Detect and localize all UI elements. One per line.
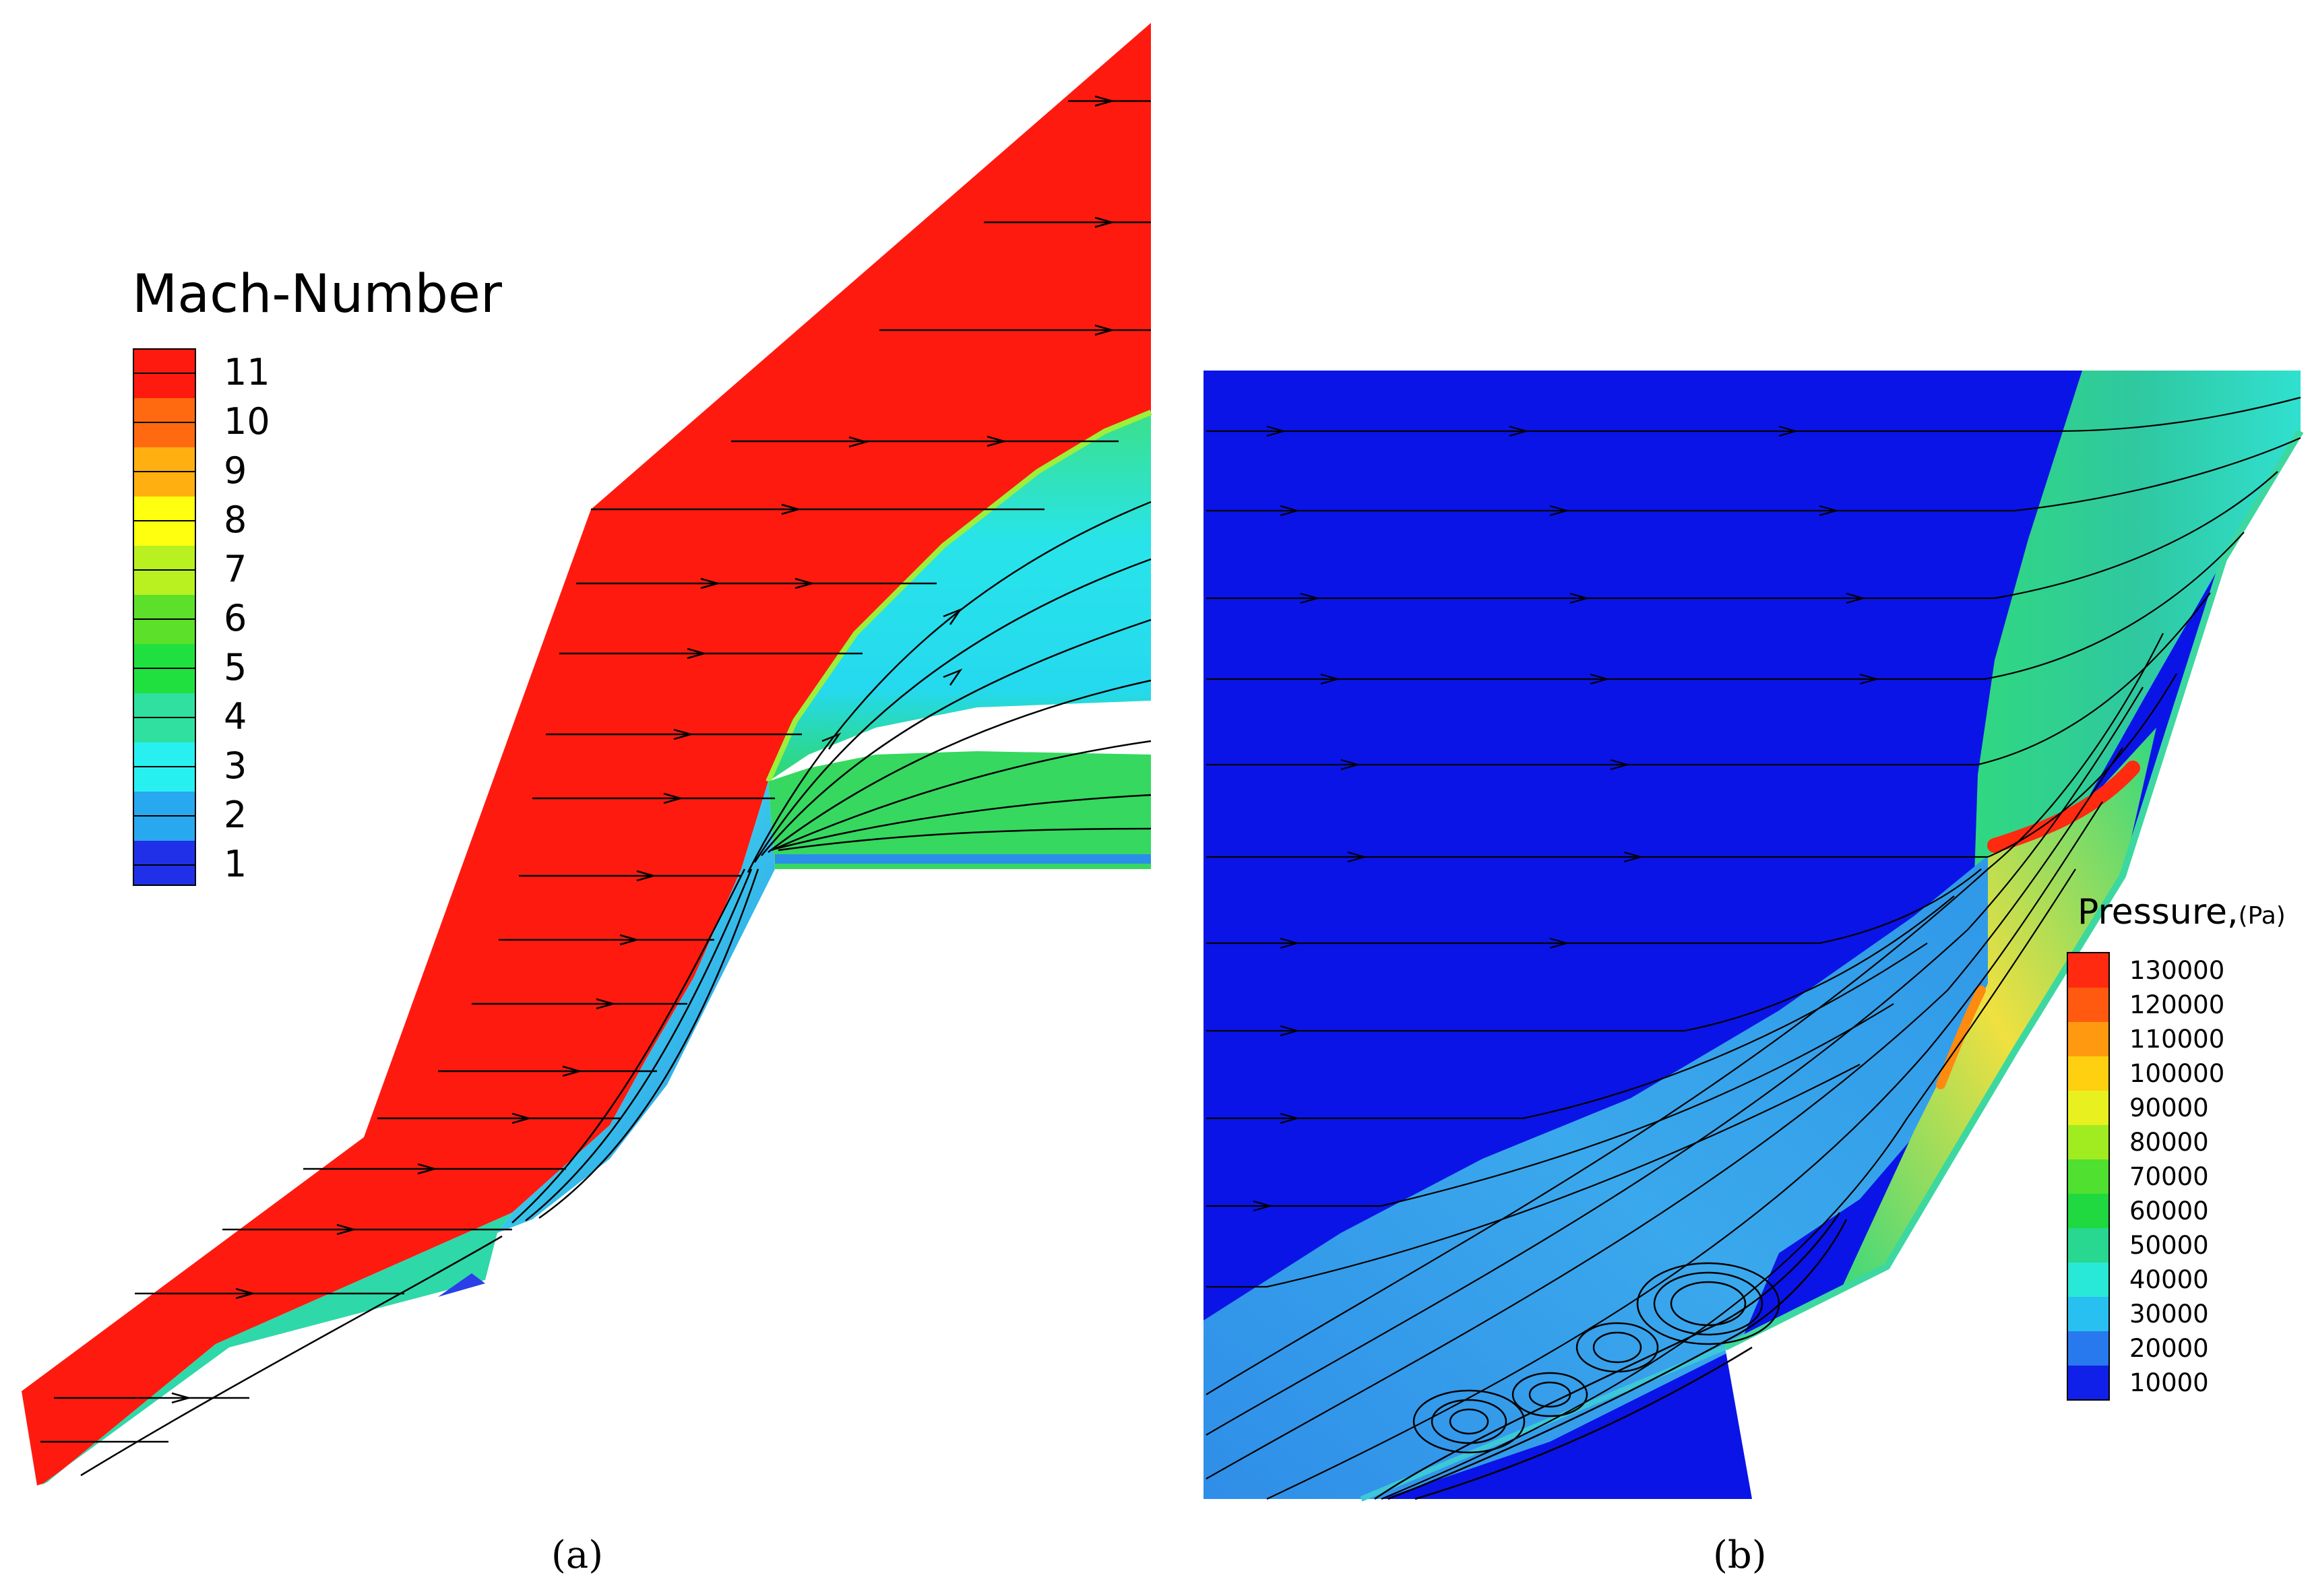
peak-pressure-streak	[1987, 761, 2140, 853]
ramp-compression-band	[1833, 728, 2156, 1307]
pressure-legend-label: 110000	[2129, 1025, 2225, 1054]
first-ramp-layer	[40, 1213, 512, 1486]
pressure-legend-label: 20000	[2129, 1334, 2209, 1363]
pressure-legend-label: 30000	[2129, 1300, 2209, 1329]
pressure-legend-label: 80000	[2129, 1128, 2209, 1157]
corner-pocket	[438, 1273, 485, 1297]
pressure-legend-label: 70000	[2129, 1162, 2209, 1191]
mach-legend-label: 5	[224, 646, 247, 689]
mach-legend-label: 4	[224, 695, 247, 738]
pressure-colorbar	[2067, 952, 2110, 1401]
shock-layer-region	[768, 412, 1151, 781]
pressure-legend-label: 50000	[2129, 1231, 2209, 1260]
secondary-peak	[1936, 986, 1986, 1089]
mach-legend-label: 3	[224, 744, 247, 787]
caption-b: (b)	[1713, 1533, 1767, 1577]
mach-legend-label: 6	[224, 597, 247, 639]
streamlines-a	[40, 100, 1152, 1477]
pressure-legend-unit: (Pa)	[2238, 902, 2286, 930]
panel-a-mach-contour	[22, 23, 1152, 1486]
caption-a: (a)	[551, 1533, 604, 1577]
pressure-legend-title-text: Pressure,	[2077, 892, 2239, 932]
streamline-arrows-b	[1253, 425, 1880, 1212]
separated-region	[1204, 856, 1995, 1499]
mach-legend-label: 2	[224, 794, 247, 836]
freestream-region	[22, 23, 1151, 1486]
pressure-legend-title: Pressure,(Pa)	[2077, 892, 2286, 932]
shock-front	[766, 410, 1152, 783]
mach-legend-label: 1	[224, 843, 247, 885]
pressure-legend-label: 60000	[2129, 1196, 2209, 1225]
streamlines-b	[1206, 396, 2301, 1500]
recirculation-vortices	[1374, 1212, 1848, 1500]
mach-legend-label: 8	[224, 499, 247, 541]
mach-colorbar	[133, 348, 196, 886]
pressure-legend-label: 130000	[2129, 956, 2225, 985]
streamline-arrows-a	[171, 95, 1115, 1404]
mach-legend-label: 7	[224, 548, 247, 590]
mach-legend-title: Mach-Number	[132, 264, 502, 325]
pressure-legend-label: 120000	[2129, 990, 2225, 1019]
pressure-legend-label: 10000	[2129, 1368, 2209, 1397]
mach-legend-label: 10	[224, 400, 270, 443]
wall-body-b	[1725, 431, 2301, 1499]
pressure-legend-label: 40000	[2129, 1265, 2209, 1294]
pressure-legend-label: 100000	[2129, 1059, 2225, 1088]
mach-legend-label: 11	[224, 351, 270, 393]
pressure-legend-label: 90000	[2129, 1093, 2209, 1122]
mach-legend-label: 9	[224, 449, 247, 492]
